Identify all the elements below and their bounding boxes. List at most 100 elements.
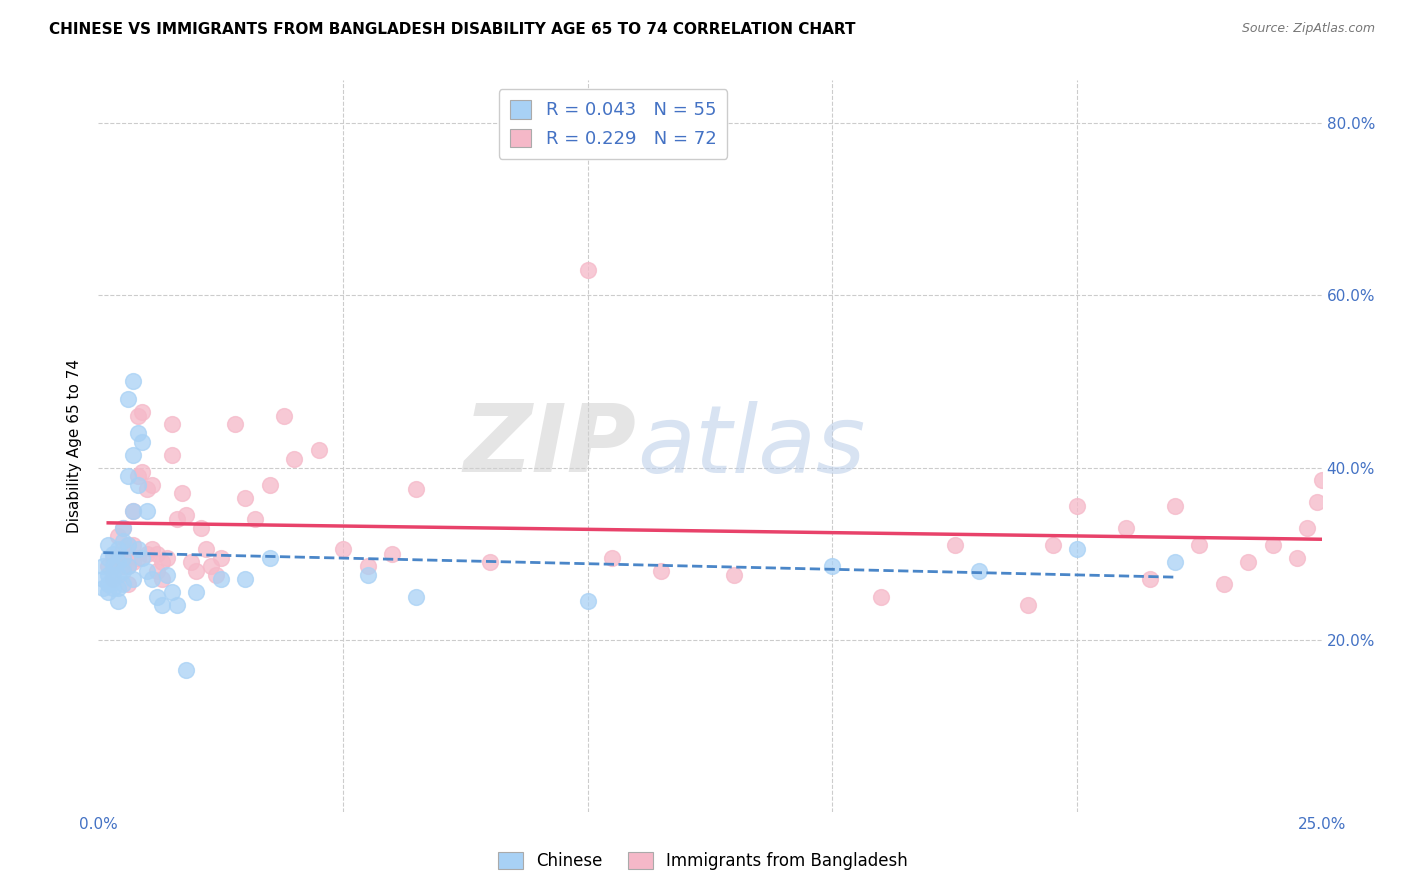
Point (121, 375, 143, 389)
Point (136, 503, 159, 517)
Point (332, 542, 354, 557)
Point (101, 568, 124, 582)
Point (1066, 542, 1088, 557)
Point (97, 538, 120, 552)
Point (136, 482, 159, 496)
Point (1261, 538, 1284, 552)
Point (121, 448, 143, 462)
Point (121, 503, 143, 517)
Point (1286, 550, 1309, 565)
Point (127, 409, 149, 423)
Point (127, 477, 149, 491)
Point (186, 564, 208, 578)
Point (107, 555, 129, 569)
Point (1296, 521, 1319, 535)
Point (91, 573, 114, 587)
Point (186, 585, 208, 599)
Point (150, 555, 173, 569)
Point (111, 550, 134, 565)
Point (111, 521, 134, 535)
Point (107, 568, 129, 582)
Point (356, 568, 378, 582)
Point (1310, 474, 1333, 488)
Point (107, 550, 129, 565)
Point (381, 547, 404, 561)
Point (101, 573, 124, 587)
Point (101, 581, 124, 595)
Point (870, 590, 893, 604)
Point (117, 538, 139, 552)
Point (190, 521, 212, 535)
Point (821, 559, 844, 574)
Point (650, 564, 672, 578)
Point (259, 550, 281, 565)
Point (97, 585, 120, 599)
Point (170, 486, 193, 500)
Point (1017, 598, 1039, 612)
Point (127, 469, 149, 483)
Point (121, 503, 143, 517)
Legend: Chinese, Immigrants from Bangladesh: Chinese, Immigrants from Bangladesh (492, 845, 914, 877)
Point (127, 426, 149, 441)
Text: CHINESE VS IMMIGRANTS FROM BANGLADESH DISABILITY AGE 65 TO 74 CORRELATION CHART: CHINESE VS IMMIGRANTS FROM BANGLADESH DI… (49, 22, 856, 37)
Point (156, 550, 179, 565)
Point (160, 585, 183, 599)
Point (111, 533, 134, 548)
Point (150, 598, 173, 612)
Point (146, 564, 169, 578)
Point (943, 538, 966, 552)
Point (478, 555, 501, 569)
Point (136, 564, 159, 578)
Point (111, 576, 134, 591)
Point (117, 538, 139, 552)
Point (131, 465, 153, 479)
Point (1066, 500, 1088, 514)
Point (233, 573, 256, 587)
Point (176, 663, 198, 677)
Point (141, 542, 163, 557)
Point (101, 547, 124, 561)
Point (160, 417, 183, 432)
Point (121, 538, 143, 552)
Point (166, 598, 188, 612)
Point (141, 477, 163, 491)
Point (1164, 500, 1187, 514)
Point (967, 564, 990, 578)
Point (259, 477, 281, 491)
Point (150, 573, 173, 587)
Point (1306, 495, 1329, 509)
Point (243, 512, 266, 526)
Point (146, 590, 169, 604)
Point (91, 581, 114, 595)
Point (176, 508, 198, 522)
Legend: R = 0.043   N = 55, R = 0.229   N = 72: R = 0.043 N = 55, R = 0.229 N = 72 (499, 89, 727, 159)
Point (107, 542, 129, 557)
Point (576, 594, 599, 608)
Point (97, 550, 120, 565)
Point (91, 559, 114, 574)
Point (308, 443, 330, 458)
Point (146, 547, 169, 561)
Point (97, 559, 120, 574)
Point (273, 409, 295, 423)
Point (405, 482, 427, 496)
Point (180, 555, 202, 569)
Point (356, 559, 378, 574)
Text: atlas: atlas (637, 401, 865, 491)
Point (224, 417, 246, 432)
Point (101, 559, 124, 574)
Point (1115, 521, 1137, 535)
Point (200, 559, 222, 574)
Point (156, 568, 179, 582)
Point (117, 559, 139, 574)
Point (1139, 573, 1161, 587)
Point (117, 392, 139, 406)
Point (131, 434, 153, 449)
Point (723, 568, 745, 582)
Point (405, 590, 427, 604)
Point (195, 542, 218, 557)
Text: ZIP: ZIP (464, 400, 637, 492)
Text: Source: ZipAtlas.com: Source: ZipAtlas.com (1241, 22, 1375, 36)
Point (283, 451, 305, 466)
Point (117, 576, 139, 591)
